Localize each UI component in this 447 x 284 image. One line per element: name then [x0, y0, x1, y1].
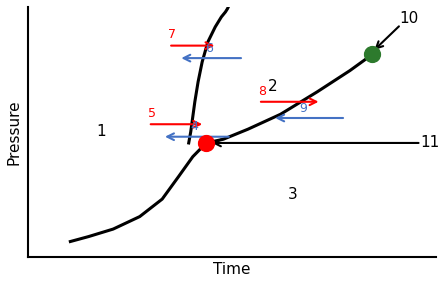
Point	[202, 141, 210, 145]
X-axis label: Time: Time	[213, 262, 250, 277]
Text: 11: 11	[420, 135, 439, 151]
Text: 7: 7	[169, 28, 176, 41]
Text: 8: 8	[258, 85, 266, 98]
Text: 2: 2	[268, 79, 277, 94]
Text: 1: 1	[96, 124, 106, 139]
Y-axis label: Pressure: Pressure	[7, 99, 22, 164]
Text: 4: 4	[191, 120, 198, 133]
Text: 10: 10	[400, 11, 419, 26]
Text: 5: 5	[148, 107, 156, 120]
Text: 3: 3	[288, 187, 298, 202]
Text: 6: 6	[205, 42, 213, 55]
Text: 9: 9	[299, 102, 307, 115]
Point	[369, 52, 376, 57]
